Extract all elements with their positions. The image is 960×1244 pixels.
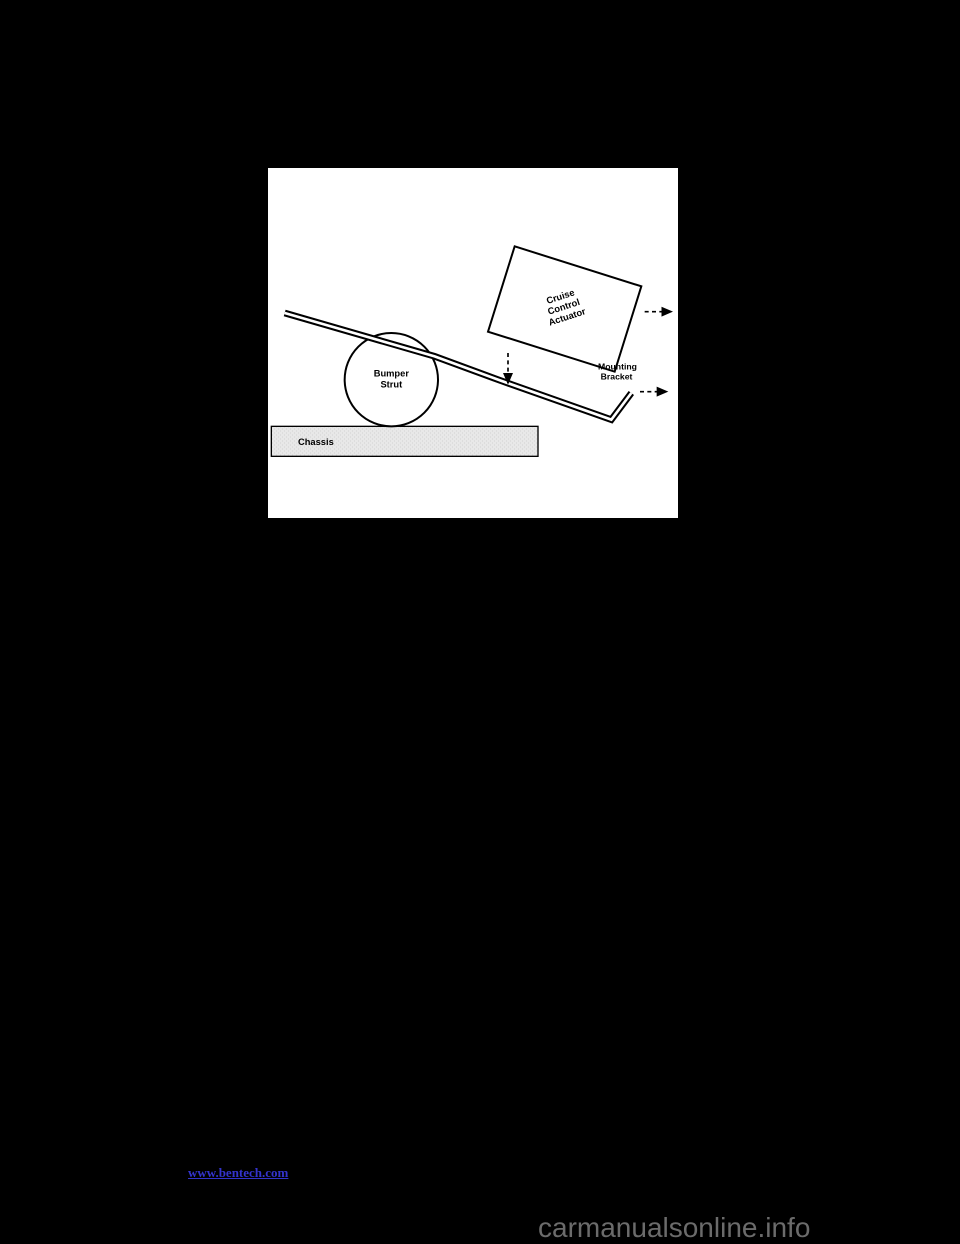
diagram-container: Chassis Bumper Strut Cruise Control Actu… [268,168,678,518]
bumper-label-line1: Bumper [374,368,410,378]
bumper-label-line2: Strut [380,380,402,390]
mounting-bracket-label-line2: Bracket [601,372,633,382]
bentech-link[interactable]: www.bentech.com [188,1165,288,1181]
mounting-bracket-label-line1: Mounting [598,362,637,372]
watermark-text: carmanualsonline.info [538,1212,810,1244]
diagram-svg: Chassis Bumper Strut Cruise Control Actu… [268,168,678,518]
chassis-label: Chassis [298,437,334,447]
